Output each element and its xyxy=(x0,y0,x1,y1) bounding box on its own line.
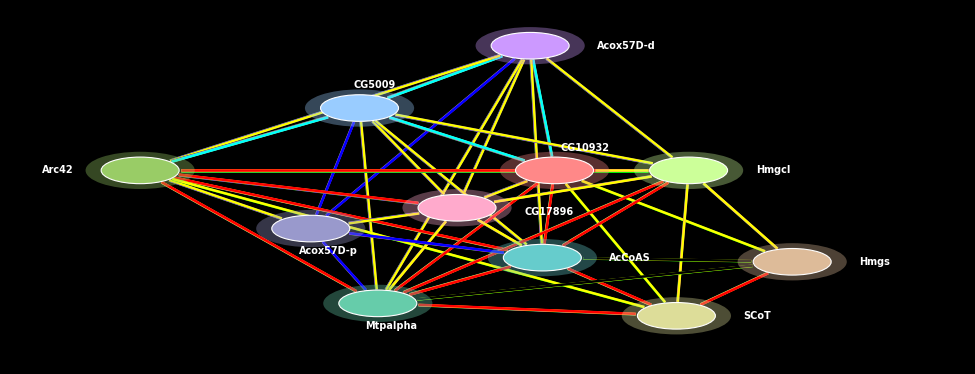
Circle shape xyxy=(634,152,743,189)
Circle shape xyxy=(323,285,433,322)
Text: CG17896: CG17896 xyxy=(525,207,573,217)
Circle shape xyxy=(737,243,846,280)
Text: CG10932: CG10932 xyxy=(561,142,609,153)
Circle shape xyxy=(638,303,716,329)
Circle shape xyxy=(403,189,512,226)
Circle shape xyxy=(305,89,414,127)
Circle shape xyxy=(101,157,179,184)
Circle shape xyxy=(476,27,585,64)
Text: Acox57D-p: Acox57D-p xyxy=(298,246,358,257)
Circle shape xyxy=(321,95,399,121)
Text: CG5009: CG5009 xyxy=(353,80,396,90)
Text: Hmgcl: Hmgcl xyxy=(756,165,790,175)
Text: Acox57D-d: Acox57D-d xyxy=(598,41,656,51)
Circle shape xyxy=(753,248,831,275)
Circle shape xyxy=(649,157,727,184)
Circle shape xyxy=(516,157,594,184)
Circle shape xyxy=(500,152,609,189)
Circle shape xyxy=(491,33,569,59)
Text: Hmgs: Hmgs xyxy=(859,257,890,267)
Circle shape xyxy=(86,152,195,189)
Text: SCoT: SCoT xyxy=(744,311,771,321)
Text: AcCoAS: AcCoAS xyxy=(609,253,651,263)
Circle shape xyxy=(503,244,581,271)
Circle shape xyxy=(622,297,731,334)
Circle shape xyxy=(418,194,496,221)
Circle shape xyxy=(339,290,417,317)
Circle shape xyxy=(488,239,597,276)
Text: Mtpalpha: Mtpalpha xyxy=(366,321,417,331)
Text: Arc42: Arc42 xyxy=(42,165,73,175)
Circle shape xyxy=(272,215,350,242)
Circle shape xyxy=(256,210,366,247)
